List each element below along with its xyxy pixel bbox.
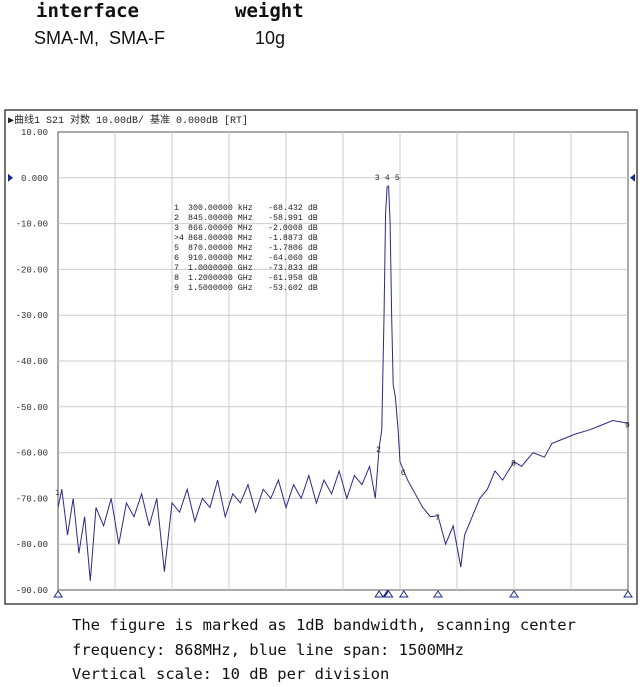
marker-table-index: 2 — [174, 214, 179, 223]
marker-4-label: 4 — [385, 174, 390, 183]
marker-2-axis-triangle — [374, 590, 385, 598]
y-tick-label: -50.00 — [16, 403, 48, 413]
marker-8-label: 8 — [511, 460, 516, 469]
marker-3-label: 3 — [375, 174, 380, 183]
marker-table-freq: 300.00000 kHz — [188, 203, 253, 213]
marker-7-axis-triangle — [433, 590, 443, 598]
marker-table-freq: 866.00000 MHz — [188, 224, 253, 233]
marker-6-label: 6 — [401, 469, 406, 478]
s21-chart: ▶曲线1 S21 对数 10.00dB/ 基准 0.000dB [RT] 10.… — [4, 109, 638, 605]
caption-line-3: Vertical scale: 10 dB per division — [72, 665, 390, 683]
weight-value: 10g — [255, 28, 286, 48]
marker-table-value: -68.432 dB — [268, 203, 318, 213]
caption-line-1: The figure is marked as 1dB bandwidth, s… — [72, 616, 576, 634]
reference-right-marker — [630, 173, 635, 182]
y-tick-label: 10.00 — [21, 128, 48, 138]
marker-7-label: 7 — [435, 514, 440, 523]
marker-table-index: 1 — [174, 204, 179, 213]
interface-value: SMA-M, SMA-F — [34, 28, 165, 48]
s21-trace — [57, 185, 629, 581]
marker-table-value: -73.833 dB — [268, 263, 318, 273]
y-tick-label: -10.00 — [16, 220, 48, 230]
marker-table-index: 8 — [174, 274, 179, 283]
marker-5-axis-triangle — [383, 590, 394, 598]
y-tick-label: 0.000 — [21, 174, 48, 184]
marker-table-freq: 1.2000000 GHz — [188, 274, 253, 283]
marker-table-value: -1.8873 dB — [268, 233, 318, 243]
marker-6-axis-triangle — [398, 590, 409, 598]
marker-2-label: 2 — [376, 446, 381, 455]
marker-table-freq: 1.5000000 GHz — [188, 284, 253, 293]
marker-table-value: -64.060 dB — [268, 253, 318, 263]
marker-table-value: -1.7806 dB — [268, 243, 318, 253]
chart-frame — [4, 109, 638, 605]
caption-line-2: frequency: 868MHz, blue line span: 1500M… — [72, 641, 464, 659]
marker-9-axis-triangle — [623, 590, 633, 598]
weight-label: weight — [235, 0, 304, 22]
marker-table-index: 6 — [174, 254, 179, 263]
marker-table-index: 7 — [174, 264, 179, 273]
interface-label: interface — [36, 0, 139, 22]
marker-table-index: >4 — [174, 234, 184, 243]
marker-table-freq: 1.0000000 GHz — [188, 264, 253, 273]
marker-table-freq: 910.00000 MHz — [188, 254, 253, 263]
y-tick-label: -40.00 — [16, 357, 48, 367]
marker-table-freq: 845.00000 MHz — [188, 214, 253, 223]
y-tick-label: -20.00 — [16, 265, 48, 275]
marker-table-freq: 870.00000 MHz — [188, 244, 253, 253]
marker-table-freq: 868.00000 MHz — [188, 234, 253, 243]
marker-table-index: 5 — [174, 244, 179, 253]
chart-header: ▶曲线1 S21 对数 10.00dB/ 基准 0.000dB [RT] — [8, 113, 248, 127]
marker-table-value: -53.602 dB — [268, 283, 318, 293]
marker-table-value: -61.958 dB — [268, 273, 318, 283]
marker-table-value: -2.0008 dB — [268, 223, 318, 233]
marker-table-index: 3 — [174, 224, 179, 233]
marker-table-index: 9 — [174, 284, 179, 293]
marker-table-value: -58.991 dB — [268, 213, 318, 223]
y-tick-label: -60.00 — [16, 449, 48, 459]
marker-5-label: 5 — [395, 174, 400, 183]
y-tick-label: -70.00 — [16, 494, 48, 504]
marker-1-axis-triangle — [53, 590, 64, 598]
marker-9-label: 9 — [625, 421, 630, 430]
y-tick-label: -80.00 — [16, 540, 48, 550]
y-tick-label: -90.00 — [16, 586, 48, 596]
marker-1-label: 1 — [55, 489, 60, 498]
y-tick-label: -30.00 — [16, 311, 48, 321]
reference-left-marker — [8, 173, 13, 182]
marker-8-axis-triangle — [509, 590, 519, 598]
